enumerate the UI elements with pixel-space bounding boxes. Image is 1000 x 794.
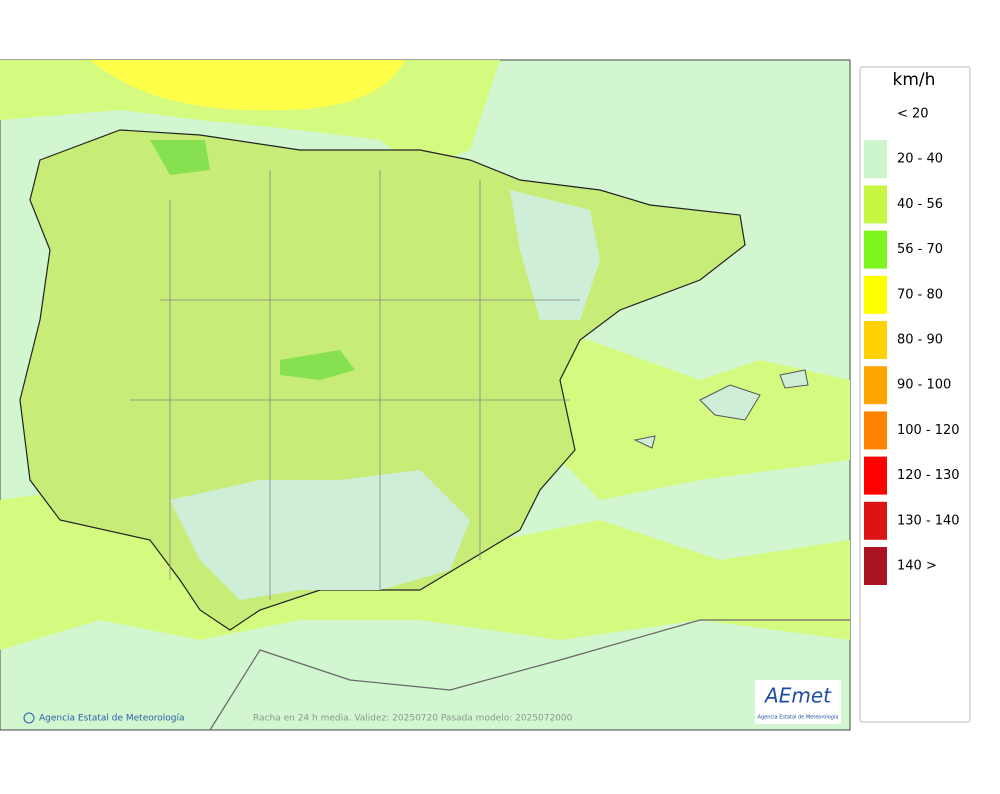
legend-swatch <box>864 411 887 450</box>
wind-zone <box>510 190 600 320</box>
wind-zone <box>90 60 405 111</box>
legend: km/h < 20 20 - 40 40 - 56 56 - 70 70 - 80 80 … <box>859 66 971 723</box>
legend-swatch <box>864 547 887 585</box>
legend-label: 20 - 40 <box>897 152 943 167</box>
region-borders <box>130 170 580 600</box>
legend-swatch <box>864 366 887 405</box>
legend-swatch <box>864 230 887 269</box>
legend-label: 140 > <box>897 559 937 574</box>
wind-zone <box>560 330 850 500</box>
copyright-icon <box>23 712 35 724</box>
legend-title: km/h <box>893 70 936 90</box>
legend-label: 70 - 80 <box>897 287 943 302</box>
legend-swatch <box>864 140 887 179</box>
logo-box <box>755 680 841 724</box>
legend-label: 40 - 56 <box>897 197 943 212</box>
map: Agencia Estatal de Meteorología Racha en… <box>0 59 851 731</box>
legend-swatch <box>864 456 887 495</box>
legend-label: 90 - 100 <box>897 378 951 393</box>
balearic-islands <box>633 369 809 449</box>
africa-coast <box>209 619 850 731</box>
legend-label: 56 - 70 <box>897 242 943 257</box>
caption: Racha en 24 h media. Validez: 20250720 P… <box>253 714 573 724</box>
logo-subtitle: Agencia Estatal de Meteorología <box>758 714 839 721</box>
wind-zone <box>280 350 355 380</box>
credit: Agencia Estatal de Meteorología <box>39 714 185 724</box>
legend-label: 120 - 130 <box>897 468 960 483</box>
legend-box <box>859 66 971 723</box>
legend-label: 130 - 140 <box>897 513 960 528</box>
legend-label: 100 - 120 <box>897 423 960 438</box>
wind-zone <box>170 470 470 600</box>
legend-swatch <box>864 501 887 540</box>
legend-swatch <box>864 321 887 359</box>
legend-label: < 20 <box>897 107 929 122</box>
legend-swatch <box>864 95 887 133</box>
legend-swatch <box>864 275 887 314</box>
wind-zone <box>150 140 210 175</box>
logo: AEmet <box>763 684 832 708</box>
legend-swatch <box>864 185 887 224</box>
legend-label: 80 - 90 <box>897 333 943 348</box>
